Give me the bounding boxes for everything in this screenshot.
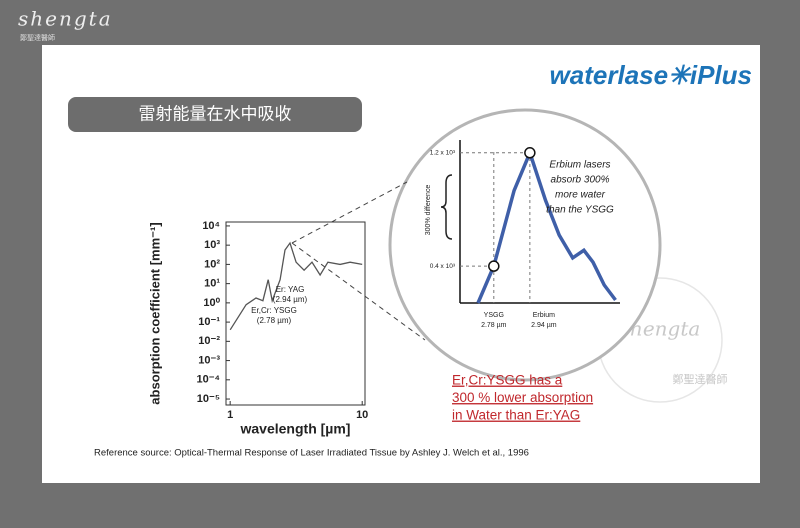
banner-box	[68, 97, 362, 132]
product-logo: waterlase✳iPlus	[550, 60, 752, 90]
y-tick-label: 0.4 x 10³	[430, 263, 456, 270]
annotation-line: in Water than Er:YAG	[452, 408, 580, 423]
x-tick-unit: 2.78 µm	[481, 322, 507, 329]
annotation-line: 300 % lower absorption	[452, 390, 593, 405]
y-tick-label: 10⁻¹	[198, 316, 220, 328]
chart-annotation: (2.78 µm)	[257, 316, 292, 325]
chart-annotation: more water	[555, 190, 606, 201]
y-axis-label: absorption coefficient [mm⁻¹]	[147, 222, 162, 404]
x-tick-label: 1	[227, 409, 233, 421]
data-line	[476, 147, 617, 304]
y-tick-label: 10¹	[204, 278, 220, 290]
y-tick-label: 10²	[204, 258, 220, 270]
y-axis-label: 300% difference	[425, 185, 432, 236]
y-tick-label: 1.2 x 10³	[430, 149, 456, 156]
chart-annotation: absorb 300%	[551, 175, 610, 186]
x-tick-label: 10	[356, 409, 368, 421]
y-tick-label: 10⁻⁵	[197, 393, 220, 405]
annotation: Er,Cr:YSGG has a 300 % lower absorption in…	[452, 373, 593, 423]
bracket	[440, 174, 453, 240]
brand-subtitle: 鄭聖達醫師	[20, 33, 55, 42]
y-tick-label: 10⁻⁴	[197, 374, 220, 386]
annotation-line: Er,Cr:YSGG has a	[452, 373, 563, 388]
zoom-circle	[388, 108, 662, 382]
x-tick-label: Erbium	[533, 312, 555, 319]
chart-annotation: Erbium lasers	[549, 160, 610, 171]
point-marker	[524, 147, 536, 159]
chart-annotation: Er: YAG	[276, 285, 305, 294]
brand-logo: shengta	[18, 7, 113, 31]
y-tick-label: 10³	[204, 239, 220, 251]
chart-annotation: (2.94 µm)	[273, 295, 308, 304]
y-tick-label: 10⁻³	[198, 354, 220, 366]
reference: Reference source: Optical-Thermal Respon…	[94, 448, 529, 459]
x-tick-label: YSGG	[484, 312, 504, 319]
x-tick-unit: 2.94 µm	[531, 322, 557, 329]
watermark-subtitle: 鄭聖達醫師	[673, 372, 728, 386]
y-tick-label: 10⁰	[203, 297, 220, 309]
banner-title: 雷射能量在水中吸收	[139, 104, 292, 123]
data-line	[229, 241, 363, 331]
zoom-guide	[291, 181, 408, 244]
y-tick-label: 10⁻²	[198, 335, 220, 347]
x-axis-label: wavelength [µm]	[240, 421, 351, 437]
zoom-guide	[291, 242, 426, 341]
plot-frame	[225, 221, 366, 406]
chart-annotation: Er,Cr: YSGG	[251, 306, 297, 315]
y-tick-label: 10⁴	[202, 220, 220, 232]
chart-annotation: than the YSGG	[546, 205, 614, 216]
point-marker	[488, 260, 500, 272]
